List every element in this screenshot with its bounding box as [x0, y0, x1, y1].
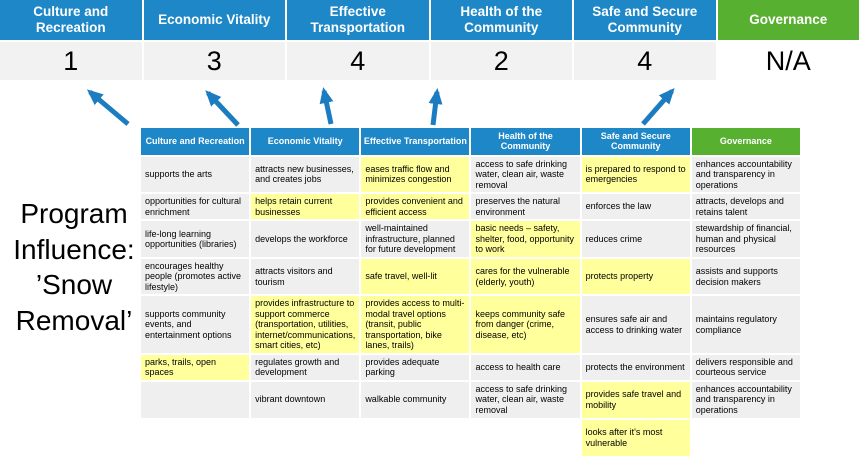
matrix-cell: assists and supports decision makers [691, 258, 800, 295]
matrix-cell: provides adequate parking [361, 354, 470, 380]
summary-band: Culture and Recreation Economic Vitality… [0, 0, 859, 80]
arrow-health-of-the-community [428, 88, 443, 126]
matrix-cell: basic needs – safety, shelter, food, opp… [471, 221, 580, 257]
matrix-cell: enforces the law [581, 194, 690, 220]
matrix-cell [471, 419, 580, 456]
matrix-row: opportunities for cultural enrichment he… [141, 194, 800, 220]
matrix-cell: safe travel, well-lit [361, 258, 470, 295]
matrix-cell [251, 419, 360, 456]
summary-header-economic-vitality: Economic Vitality [143, 0, 285, 40]
matrix-cell: supports community events, and entertain… [141, 296, 250, 353]
matrix-header-culture-and-recreation: Culture and Recreation [141, 128, 250, 155]
matrix-cell: protects property [581, 258, 690, 295]
summary-header-health-of-the-community: Health of the Community [430, 0, 572, 40]
matrix-header-health-of-the-community: Health of the Community [471, 128, 580, 155]
matrix-cell: protects the environment [581, 354, 690, 380]
matrix-cell: provides infrastructure to support comme… [251, 296, 360, 353]
matrix-cell: walkable community [361, 381, 470, 418]
score-economic-vitality: 3 [143, 42, 285, 80]
arrow-economic-vitality [205, 90, 240, 127]
matrix-cell: provides access to multi-modal travel op… [361, 296, 470, 353]
arrow-effective-transportation [319, 87, 334, 125]
matrix-cell: provides convenient and efficient access [361, 194, 470, 220]
matrix-cell: supports the arts [141, 156, 250, 193]
matrix-row: supports community events, and entertain… [141, 296, 800, 353]
summary-header-governance: Governance [717, 0, 859, 40]
matrix-cell: enhances accountability and transparency… [691, 381, 800, 418]
arrow-safe-and-secure-community [641, 87, 675, 126]
influence-arrows [86, 87, 675, 127]
matrix-cell: access to safe drinking water, clean air… [471, 156, 580, 193]
matrix-header-row: Culture and Recreation Economic Vitality… [141, 128, 800, 155]
matrix-cell: encourages healthy people (promotes acti… [141, 258, 250, 295]
score-safe-and-secure-community: 4 [574, 42, 716, 80]
score-health-of-the-community: 2 [430, 42, 572, 80]
matrix-row: life-long learning opportunities (librar… [141, 221, 800, 257]
matrix-cell: develops the workforce [251, 221, 360, 257]
matrix-cell: looks after it's most vulnerable [581, 419, 690, 456]
matrix-cell: parks, trails, open spaces [141, 354, 250, 380]
matrix-cell: life-long learning opportunities (librar… [141, 221, 250, 257]
score-effective-transportation: 4 [287, 42, 429, 80]
matrix-cell: regulates growth and development [251, 354, 360, 380]
matrix-cell: vibrant downtown [251, 381, 360, 418]
program-title: Program Influence: ’Snow Removal’ [13, 198, 135, 336]
matrix-row: looks after it's most vulnerable [141, 419, 800, 456]
summary-header-effective-transportation: Effective Transportation [287, 0, 429, 40]
matrix-cell: keeps community safe from danger (crime,… [471, 296, 580, 353]
matrix-row: parks, trails, open spaces regulates gro… [141, 354, 800, 380]
matrix-cell: enhances accountability and transparency… [691, 156, 800, 193]
matrix-cell: ensures safe air and access to drinking … [581, 296, 690, 353]
program-influence-matrix: Culture and Recreation Economic Vitality… [139, 126, 802, 458]
matrix-cell [141, 419, 250, 456]
matrix-header-economic-vitality: Economic Vitality [251, 128, 360, 155]
matrix-header-effective-transportation: Effective Transportation [361, 128, 470, 155]
matrix-cell: eases traffic flow and minimizes congest… [361, 156, 470, 193]
matrix-cell: access to safe drinking water, clean air… [471, 381, 580, 418]
score-culture-and-recreation: 1 [0, 42, 142, 80]
matrix-cell: well-maintained infrastructure, planned … [361, 221, 470, 257]
matrix-cell: helps retain current businesses [251, 194, 360, 220]
matrix-cell: attracts new businesses, and creates job… [251, 156, 360, 193]
matrix-cell: stewardship of financial, human and phys… [691, 221, 800, 257]
matrix-header-safe-and-secure-community: Safe and Secure Community [581, 128, 690, 155]
arrow-culture-and-recreation [86, 89, 130, 126]
matrix-row: encourages healthy people (promotes acti… [141, 258, 800, 295]
matrix-cell: is prepared to respond to emergencies [581, 156, 690, 193]
summary-header-safe-and-secure-community: Safe and Secure Community [574, 0, 716, 40]
matrix-header-governance: Governance [691, 128, 800, 155]
matrix-cell [361, 419, 470, 456]
score-governance: N/A [717, 42, 859, 80]
matrix-cell [141, 381, 250, 418]
matrix-cell: attracts visitors and tourism [251, 258, 360, 295]
matrix-row: vibrant downtown walkable community acce… [141, 381, 800, 418]
matrix-cell: reduces crime [581, 221, 690, 257]
matrix-cell: attracts, develops and retains talent [691, 194, 800, 220]
matrix-cell: access to health care [471, 354, 580, 380]
matrix-cell: opportunities for cultural enrichment [141, 194, 250, 220]
matrix-cell: preserves the natural environment [471, 194, 580, 220]
matrix-row: supports the arts attracts new businesse… [141, 156, 800, 193]
matrix-cell: provides safe travel and mobility [581, 381, 690, 418]
matrix-cell: cares for the vulnerable (elderly, youth… [471, 258, 580, 295]
matrix-cell: delivers responsible and courteous servi… [691, 354, 800, 380]
summary-header-culture-and-recreation: Culture and Recreation [0, 0, 142, 40]
matrix-cell [691, 419, 800, 456]
matrix-cell: maintains regulatory compliance [691, 296, 800, 353]
